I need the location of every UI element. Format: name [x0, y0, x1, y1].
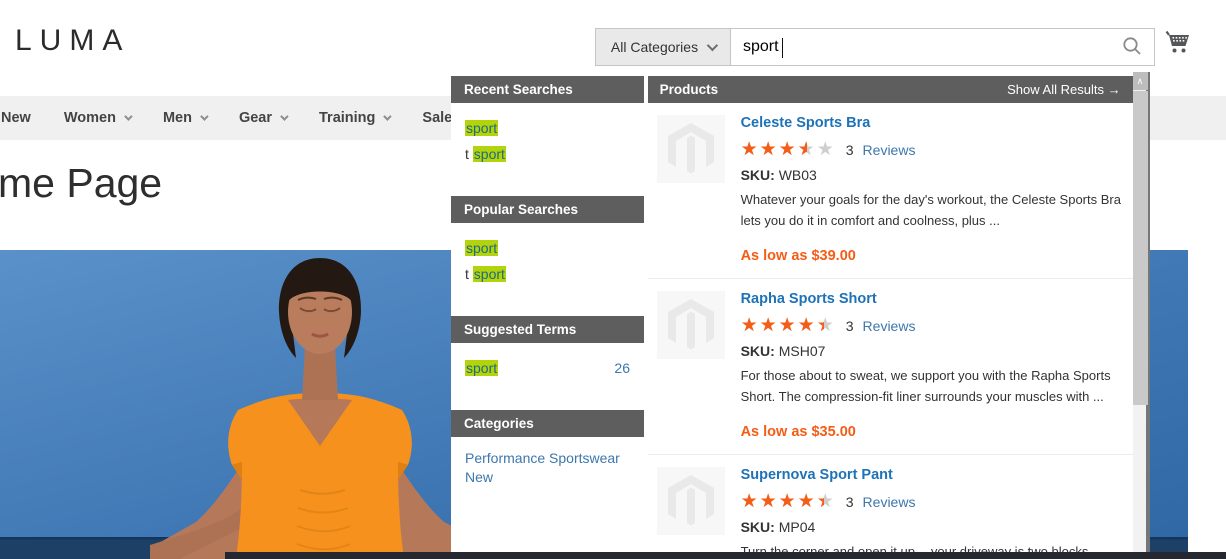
scrollbar-thumb[interactable] [1132, 91, 1148, 405]
recent-search-item[interactable]: t sport [465, 141, 630, 167]
nav-item-women[interactable]: Women [63, 110, 133, 126]
star-rating: ★★★★★ ★★★★★ [740, 315, 836, 336]
star-rating: ★★★★★ ★★★★★ [740, 491, 836, 512]
page-title: me Page [0, 160, 163, 206]
highlighted-term: sport [472, 266, 506, 282]
search-box: All Categories [595, 28, 1155, 66]
nav-item-gear[interactable]: Gear [238, 110, 289, 126]
reviews-link[interactable]: Reviews [862, 317, 916, 334]
product-description: Whatever your goals for the day's workou… [740, 192, 1121, 228]
text-cursor [782, 38, 783, 58]
product-rating-row: ★★★★★ ★★★★★ 3 Reviews [741, 316, 1123, 335]
highlighted-term: sport [465, 360, 499, 376]
products-column: Products Show All Results → Celeste Spor… [647, 72, 1133, 559]
nav-label: Women [63, 110, 116, 126]
review-count: 3 [845, 141, 854, 158]
product-description: For those about to sweat, we support you… [740, 368, 1111, 404]
suggested-term-item[interactable]: sport 26 [465, 355, 630, 381]
suggestions-column: Recent Searches sport t sport Popular Se… [451, 72, 644, 559]
chevron-down-icon [200, 112, 209, 121]
highlighted-term: sport [472, 146, 506, 162]
search-submit-button[interactable] [1110, 29, 1154, 65]
product-sku: SKU: MP04 [740, 519, 816, 535]
product-sku: SKU: MSH07 [740, 343, 826, 359]
bottom-dark-strip [225, 552, 1226, 559]
product-rating-row: ★★★★★ ★★★★★ 3 Reviews [741, 140, 1123, 159]
search-input-wrap [731, 29, 1110, 65]
products-header: Products Show All Results → [647, 76, 1133, 103]
review-count: 3 [845, 317, 854, 334]
product-rating-row: ★★★★★ ★★★★★ 3 Reviews [741, 492, 1123, 511]
chevron-down-icon [124, 112, 133, 121]
recent-search-item[interactable]: sport [465, 115, 630, 141]
cart-icon [1163, 30, 1193, 60]
category-suggestion-link[interactable]: Performance Sportswear New [465, 450, 620, 485]
product-price: As low as $39.00 [740, 247, 856, 264]
nav-item-training[interactable]: Training [319, 110, 393, 126]
scroll-up-button[interactable]: ∧ [1132, 72, 1148, 90]
luma-logo[interactable]: LUMA [15, 24, 131, 57]
popular-search-item[interactable]: sport [465, 235, 630, 261]
categories-header: Categories [451, 410, 644, 437]
product-row: Supernova Sport Pant ★★★★★ ★★★★★ 3 Revie… [648, 455, 1133, 559]
category-selector-label: All Categories [610, 39, 699, 55]
product-row: Celeste Sports Bra ★★★★★ ★★★★★ 3 Reviews… [647, 103, 1133, 279]
highlighted-term: sport [465, 120, 499, 136]
result-count: 26 [614, 360, 630, 376]
nav-label: Men [162, 110, 192, 126]
nav-label: Training [319, 110, 376, 126]
products-title: Products [659, 82, 719, 97]
dropdown-scrollbar[interactable]: ∧ [1132, 72, 1148, 559]
magento-logo-icon [667, 475, 714, 526]
product-title-link[interactable]: Celeste Sports Bra [740, 115, 871, 131]
product-row: Rapha Sports Short ★★★★★ ★★★★★ 3 Reviews… [647, 279, 1133, 455]
nav-item-men[interactable]: Men [162, 110, 209, 126]
nav-item-new[interactable]: New [1, 110, 31, 126]
column-divider [644, 72, 648, 559]
product-title-link[interactable]: Rapha Sports Short [740, 291, 877, 307]
term-prefix: t [465, 146, 473, 162]
term-prefix: t [465, 266, 473, 282]
popular-searches-header: Popular Searches [451, 196, 644, 223]
nav-label: Sale [422, 110, 453, 126]
review-count: 3 [845, 493, 854, 510]
star-rating: ★★★★★ ★★★★★ [740, 139, 836, 160]
product-image-placeholder[interactable] [656, 467, 725, 535]
chevron-down-icon [706, 39, 719, 52]
chevron-down-icon [280, 112, 289, 121]
suggested-terms-header: Suggested Terms [451, 316, 644, 343]
product-image-placeholder[interactable] [656, 291, 725, 359]
search-input[interactable] [731, 29, 1110, 65]
product-price: As low as $35.00 [740, 423, 856, 440]
highlighted-term: sport [465, 240, 499, 256]
popular-search-item[interactable]: t sport [465, 261, 630, 287]
chevron-down-icon [383, 112, 393, 121]
cart-button[interactable] [1162, 27, 1194, 59]
recent-searches-header: Recent Searches [451, 76, 644, 103]
nav-item-sale[interactable]: Sale [422, 110, 452, 126]
nav-label: New [1, 110, 31, 126]
product-sku: SKU: WB03 [740, 167, 817, 183]
search-autocomplete-dropdown: Recent Searches sport t sport Popular Se… [451, 72, 1150, 559]
magento-logo-icon [667, 123, 714, 174]
category-selector[interactable]: All Categories [596, 29, 731, 65]
hero-model-figure [150, 258, 500, 559]
reviews-link[interactable]: Reviews [862, 493, 916, 510]
product-image-placeholder[interactable] [656, 115, 725, 183]
reviews-link[interactable]: Reviews [862, 141, 916, 158]
search-icon [1121, 35, 1143, 60]
show-all-results-link[interactable]: Show All Results → [1007, 82, 1121, 97]
product-title-link[interactable]: Supernova Sport Pant [740, 467, 893, 483]
nav-label: Gear [238, 110, 272, 126]
magento-logo-icon [667, 299, 714, 350]
